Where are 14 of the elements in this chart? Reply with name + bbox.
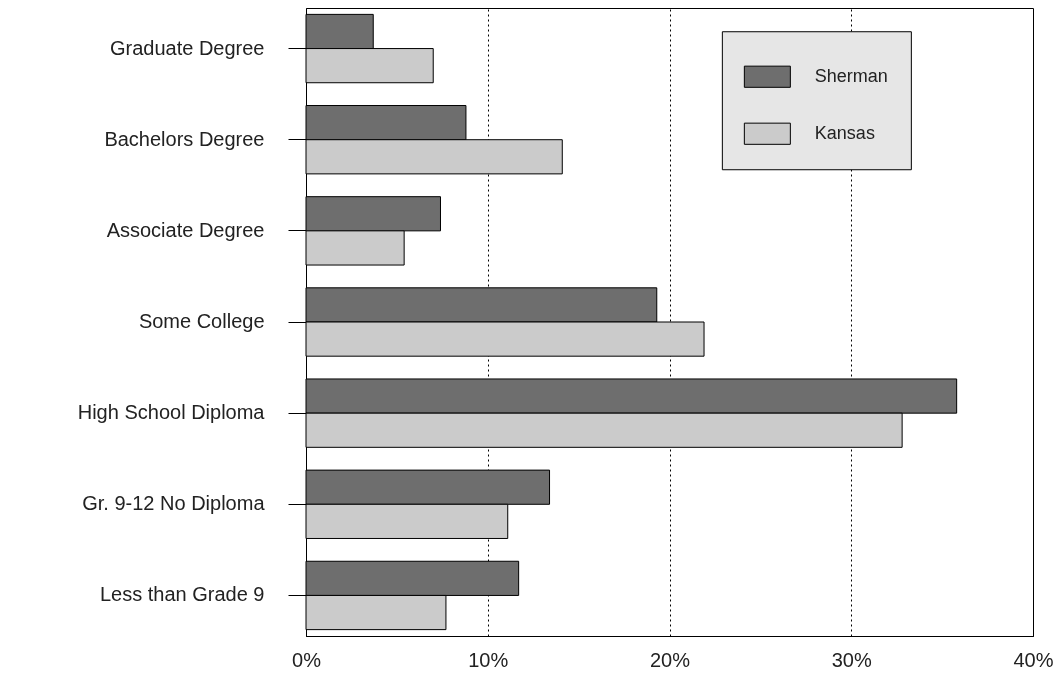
x-tick-label: 40% — [1013, 648, 1054, 671]
x-tick-label: 0% — [292, 648, 322, 671]
y-tick-label: Gr. 9-12 No Diploma — [82, 492, 266, 515]
x-tick-label: 10% — [468, 648, 509, 671]
y-tick-label: Some College — [138, 310, 265, 332]
legend-label: Sherman — [814, 65, 888, 86]
y-tick-label: Bachelors Degree — [104, 127, 265, 150]
y-tick-label: High School Diploma — [77, 401, 266, 424]
x-tick-label: 30% — [831, 648, 872, 671]
x-tick-label: 20% — [649, 648, 691, 671]
y-tick-label: Graduate Degree — [109, 36, 265, 59]
y-tick-label: Associate Degree — [106, 218, 265, 241]
legend-label: Kansas — [814, 122, 875, 143]
y-tick-label: Less than Grade 9 — [99, 583, 265, 606]
